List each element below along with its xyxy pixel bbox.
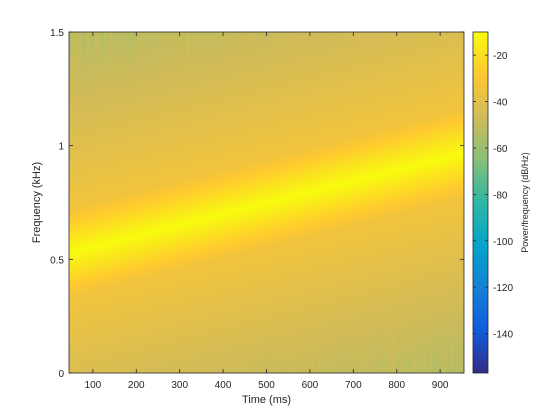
- x-tick-label: 700: [345, 380, 362, 391]
- x-tick-label: 200: [128, 380, 145, 391]
- colorbar-label: Power/frequency (dB/Hz): [520, 152, 530, 253]
- colorbar-tick-label: -140: [493, 330, 513, 341]
- x-axis-label: Time (ms): [242, 394, 291, 406]
- colorbar: -20 -40 -60 -80 -100 -120 -140 Power/frequency…: [472, 31, 530, 374]
- colorbar-tick-label: -60: [493, 144, 508, 155]
- x-tick-label: 500: [258, 380, 275, 391]
- x-tick-label: 400: [215, 380, 232, 391]
- y-axis-label: Frequency (kHz): [31, 162, 43, 243]
- x-tick-label: 600: [302, 380, 319, 391]
- y-tick-label: 1: [58, 142, 64, 153]
- x-tick-label: 100: [85, 380, 102, 391]
- y-tick-label: 0: [58, 369, 64, 380]
- colorbar-tick-label: -40: [493, 98, 508, 109]
- colorbar-gradient: [473, 32, 488, 373]
- y-tick-label: 0.5: [50, 255, 64, 266]
- spectrogram-heatmap: [69, 32, 464, 373]
- plot-area: [68, 31, 465, 374]
- x-tick-label: 300: [171, 380, 188, 391]
- y-tick-label: 1.5: [50, 28, 64, 39]
- colorbar-tick-label: -100: [493, 237, 513, 248]
- colorbar-tick-label: -20: [493, 51, 508, 62]
- x-tick-label: 900: [432, 380, 449, 391]
- x-tick-label: 800: [388, 380, 405, 391]
- x-axis: 100 200 300 400 500 600 700 800 900: [85, 32, 449, 391]
- y-axis: 0 0.5 1 1.5: [50, 28, 464, 380]
- colorbar-tick-label: -80: [493, 190, 508, 201]
- colorbar-frame: [472, 31, 489, 374]
- colorbar-tick-label: -120: [493, 283, 513, 294]
- colorbar-ticks: -20 -40 -60 -80 -100 -120 -140: [473, 51, 513, 341]
